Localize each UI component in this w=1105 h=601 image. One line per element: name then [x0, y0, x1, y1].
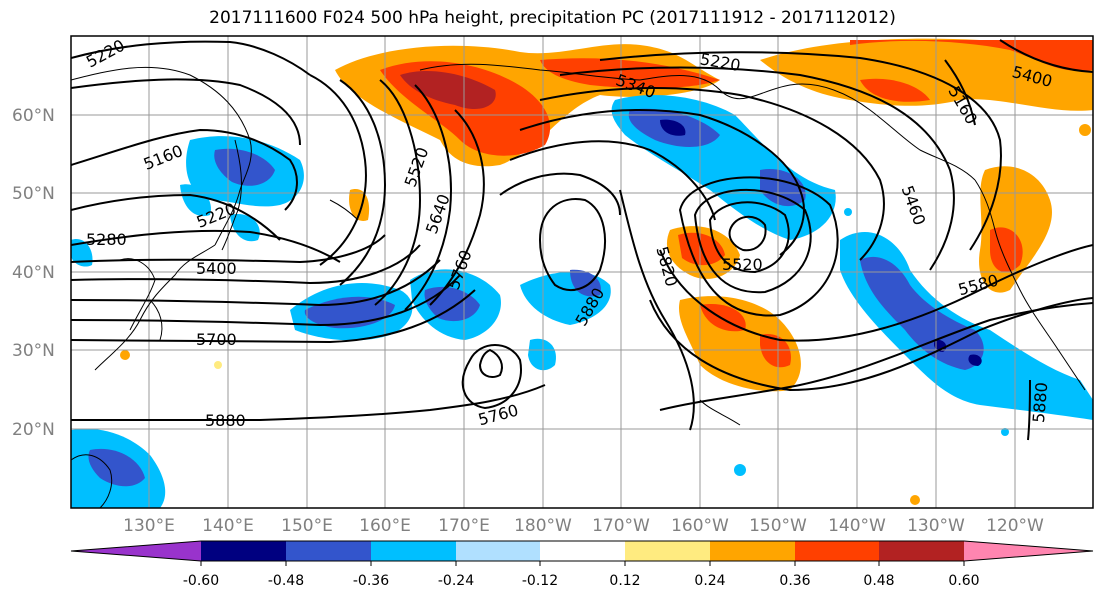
lon-tick-label: 180°W: [514, 516, 572, 536]
colorbar-tick-label: 0.36: [779, 573, 810, 589]
lon-tick-label: 160°W: [671, 516, 729, 536]
contour-label: 5520: [722, 255, 763, 274]
colorbar-segment: [964, 541, 1093, 561]
contour-label: 5280: [86, 230, 127, 249]
colorbar-tick-label: 0.24: [694, 573, 725, 589]
colorbar-tick-label: 0.60: [948, 573, 979, 589]
height-contours: [71, 39, 1093, 441]
colorbar-tick-label: -0.60: [183, 573, 219, 589]
colorbar-tick-label: -0.48: [268, 573, 304, 589]
lon-tick-label: 140°W: [828, 516, 886, 536]
lon-tick-label: 170°E: [438, 516, 490, 536]
lon-tick-label: 120°W: [986, 516, 1044, 536]
colorbar-tick-label: 0.12: [609, 573, 640, 589]
contour-label: 5880: [205, 411, 246, 430]
colorbar-segment: [371, 541, 456, 561]
colorbar-segment: [625, 541, 710, 561]
colorbar-tick-label: -0.36: [353, 573, 389, 589]
lon-tick-label: 150°W: [749, 516, 807, 536]
colorbar-tick-label: 0.48: [863, 573, 894, 589]
contour-label: 5400: [196, 259, 237, 278]
contour-label: 5880: [1029, 381, 1051, 423]
lat-tick-label: 50°N: [12, 184, 55, 204]
colorbar: -0.60 -0.48 -0.36 -0.24 -0.12 0.12 0.24 …: [70, 540, 1094, 589]
contour-label: 5700: [196, 330, 237, 349]
colorbar-segment: [540, 541, 625, 561]
map-title: 2017111600 F024 500 hPa height, precipit…: [209, 8, 896, 28]
colorbar-segment: [456, 541, 540, 561]
coastlines: [71, 63, 1086, 508]
lon-tick-label: 130°W: [907, 516, 965, 536]
map-border: [70, 35, 1094, 509]
lon-tick-label: 130°E: [123, 516, 175, 536]
lat-tick-label: 20°N: [12, 420, 55, 440]
colorbar-segment: [71, 541, 201, 561]
colorbar-segment: [879, 541, 964, 561]
lat-tick-label: 40°N: [12, 263, 55, 283]
colorbar-tick-label: -0.12: [522, 573, 558, 589]
colorbar-segment: [710, 541, 795, 561]
colorbar-segment: [201, 541, 286, 561]
colorbar-tick-label: -0.24: [438, 573, 474, 589]
lon-tick-label: 140°E: [202, 516, 254, 536]
longitude-axis: 130°E 140°E 150°E 160°E 170°E 180°W 170°…: [123, 516, 1044, 536]
lon-tick-label: 150°E: [281, 516, 333, 536]
lat-tick-label: 60°N: [12, 106, 55, 126]
colorbar-segment: [795, 541, 879, 561]
lon-tick-label: 160°E: [359, 516, 411, 536]
lon-tick-label: 170°W: [592, 516, 650, 536]
latitude-axis: 60°N 50°N 40°N 30°N 20°N: [12, 106, 55, 440]
precip-positive-region: [540, 58, 720, 89]
lat-tick-label: 30°N: [12, 341, 55, 361]
colorbar-segment: [286, 541, 371, 561]
